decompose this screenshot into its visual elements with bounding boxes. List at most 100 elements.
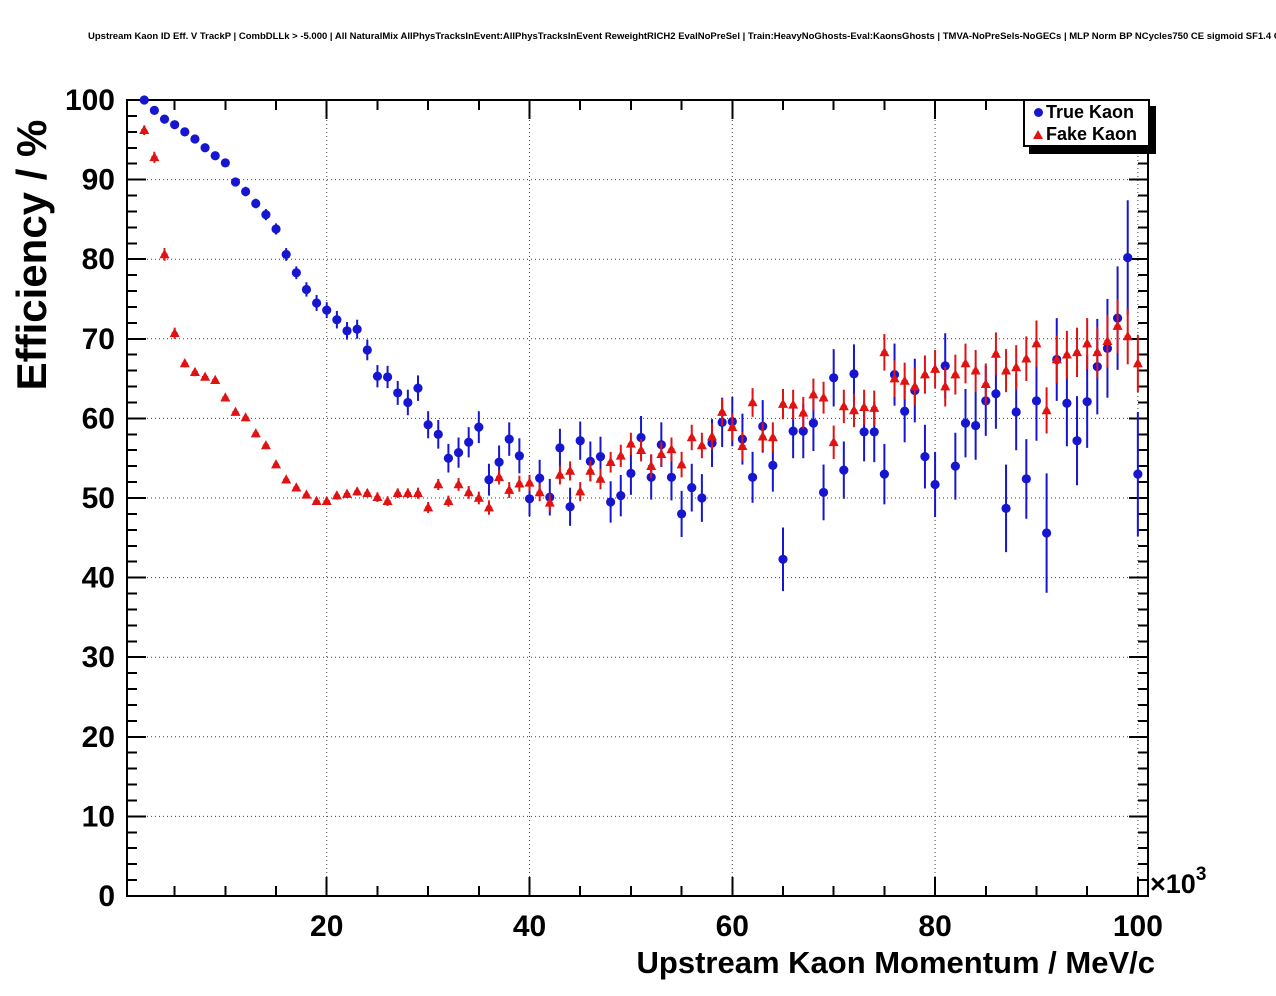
legend-marker-cell <box>1030 129 1046 139</box>
data-point <box>372 491 383 502</box>
data-point <box>595 452 606 462</box>
x-tick-labels: 20 40 60 80 100 <box>310 910 1163 943</box>
data-point <box>1062 398 1072 408</box>
data-point <box>544 497 555 507</box>
data-point <box>1051 354 1062 364</box>
data-point <box>849 369 859 379</box>
data-point <box>332 315 342 325</box>
legend-marker-cell <box>1030 107 1046 117</box>
fake-kaon-triangle-icon <box>1033 129 1043 139</box>
data-point <box>900 406 910 416</box>
data-point <box>392 487 403 498</box>
data-point <box>189 366 200 377</box>
data-point <box>1021 474 1031 484</box>
data-point <box>585 465 596 475</box>
data-point <box>1112 320 1123 330</box>
data-point <box>453 448 464 458</box>
data-point <box>1031 338 1042 348</box>
grid-lines <box>127 100 1148 896</box>
data-point <box>808 389 819 399</box>
data-point <box>686 432 697 442</box>
data-point <box>291 482 302 492</box>
data-point <box>1042 528 1052 538</box>
data-point <box>474 422 484 432</box>
data-point <box>838 401 849 411</box>
data-point <box>1021 353 1032 363</box>
y-tick-label-40: 40 <box>82 562 115 595</box>
data-point <box>473 492 484 502</box>
data-point <box>747 472 758 482</box>
data-point <box>291 268 301 278</box>
data-point <box>200 371 211 381</box>
data-point <box>1122 331 1133 341</box>
data-point <box>1123 253 1133 263</box>
data-point <box>423 420 433 430</box>
y-axis-title: Efficiency / % <box>8 120 55 391</box>
data-point <box>687 483 697 493</box>
data-point <box>1132 358 1143 368</box>
data-point <box>251 198 261 209</box>
y-tick-label-10: 10 <box>82 800 115 833</box>
series-fake-kaon <box>139 124 1143 515</box>
y-tick-labels: 0 10 20 30 40 50 60 70 80 90 100 <box>65 84 115 913</box>
data-point <box>554 469 565 479</box>
series-true-kaon <box>139 95 1143 593</box>
data-point <box>321 495 332 505</box>
data-point <box>1001 365 1012 375</box>
axis-ticks <box>127 99 1148 897</box>
data-point <box>1041 405 1052 415</box>
data-point <box>626 468 636 478</box>
data-point <box>403 397 413 408</box>
data-point <box>443 495 454 505</box>
data-point <box>159 249 170 259</box>
data-point <box>605 456 616 466</box>
data-point <box>504 434 514 444</box>
data-point <box>139 124 150 135</box>
y-tick-label-60: 60 <box>82 402 115 435</box>
data-point <box>889 373 900 383</box>
data-point <box>788 426 798 436</box>
x-tick-label-100: 100 <box>1113 910 1163 943</box>
data-point <box>322 305 332 315</box>
data-point <box>524 494 535 504</box>
data-point <box>281 249 291 260</box>
data-point <box>301 489 312 499</box>
data-point <box>747 397 758 407</box>
data-point <box>990 348 1001 358</box>
plot-frame <box>126 99 1149 897</box>
y-tick-label-0: 0 <box>98 880 115 913</box>
data-point <box>991 389 1001 399</box>
data-point <box>301 284 312 295</box>
data-point <box>210 374 221 384</box>
data-point <box>169 327 180 338</box>
data-point <box>767 432 778 442</box>
legend-entry-fake-kaon: Fake Kaon <box>1025 123 1148 145</box>
data-point <box>676 459 687 469</box>
x-tick-label-40: 40 <box>513 910 546 943</box>
data-point <box>494 471 505 482</box>
data-point <box>494 457 504 467</box>
data-point <box>778 554 788 564</box>
data-point <box>179 358 190 368</box>
data-point <box>139 95 149 105</box>
data-point <box>737 440 748 451</box>
data-point <box>555 443 565 453</box>
data-point <box>950 461 960 471</box>
data-point <box>646 460 657 470</box>
data-point <box>342 488 353 498</box>
x-tick-label-80: 80 <box>918 910 951 943</box>
y-tick-label-70: 70 <box>82 323 115 356</box>
data-point <box>362 345 372 355</box>
data-point <box>402 487 413 498</box>
data-point <box>615 450 626 460</box>
data-point <box>241 186 251 197</box>
data-point <box>757 431 768 441</box>
data-point <box>818 487 829 498</box>
data-point <box>707 431 718 441</box>
data-point <box>484 475 494 485</box>
x-axis-title: Upstream Kaon Momentum / MeV/c <box>637 945 1155 980</box>
data-point <box>919 369 930 379</box>
page-title: Upstream Kaon ID Eff. V TrackP | CombDLL… <box>88 31 1276 42</box>
data-point <box>869 402 880 412</box>
